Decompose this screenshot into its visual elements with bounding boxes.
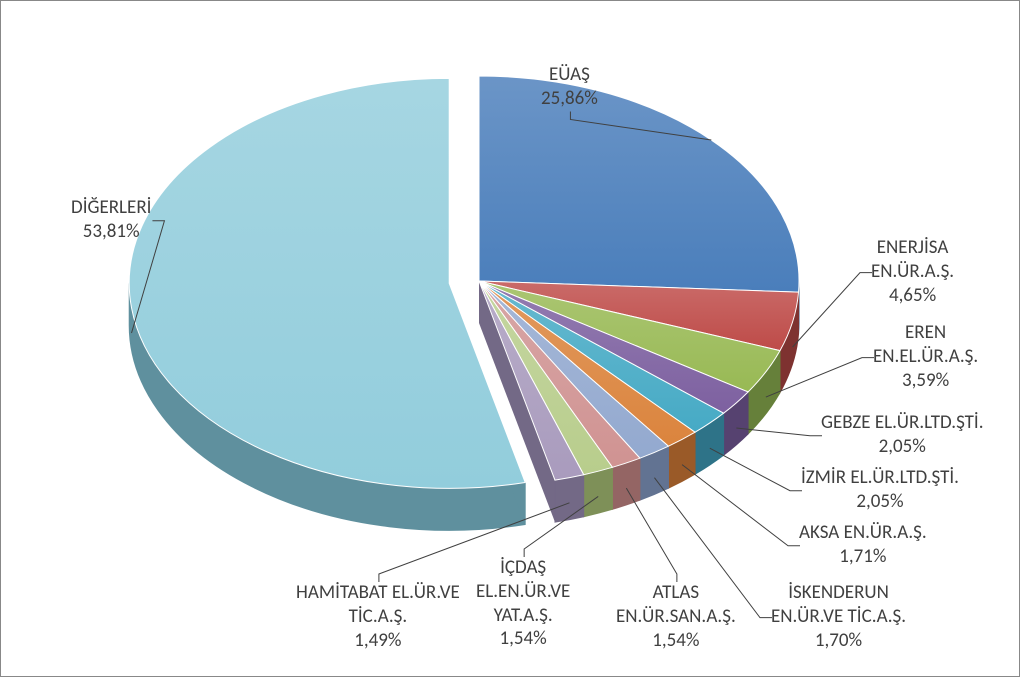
slice-label: EÜAŞ 25,86%: [541, 63, 598, 111]
slice-label: ATLAS EN.ÜR.SAN.A.Ş. 1,54%: [616, 581, 736, 652]
slice-label: İÇDAŞ EL.EN.ÜR.VE YAT.A.Ş. 1,54%: [476, 556, 570, 651]
slice-label: İSKENDERUN EN.ÜR.VE TİC.A.Ş. 1,70%: [771, 581, 906, 652]
pie-chart-frame: EÜAŞ 25,86% ENERJİSA EN.ÜR.A.Ş. 4,65% EREN…: [0, 0, 1020, 677]
slice-label: DİĞERLERİ 53,81%: [71, 196, 151, 244]
slice-label: GEBZE EL.ÜR.LTD.ŞTİ. 2,05%: [821, 411, 984, 459]
slice-label: AKSA EN.ÜR.A.Ş. 1,71%: [799, 521, 927, 569]
slice-label: ENERJİSA EN.ÜR.A.Ş. 4,65%: [871, 236, 954, 307]
slice-label: EREN EN.EL.ÜR.A.Ş. 3,59%: [873, 321, 978, 392]
slice-label: HAMİTABAT EL.ÜR.VE TİC.A.Ş. 1,49%: [296, 581, 460, 652]
slice-label: İZMİR EL.ÜR.LTD.ŞTİ. 2,05%: [801, 466, 959, 514]
